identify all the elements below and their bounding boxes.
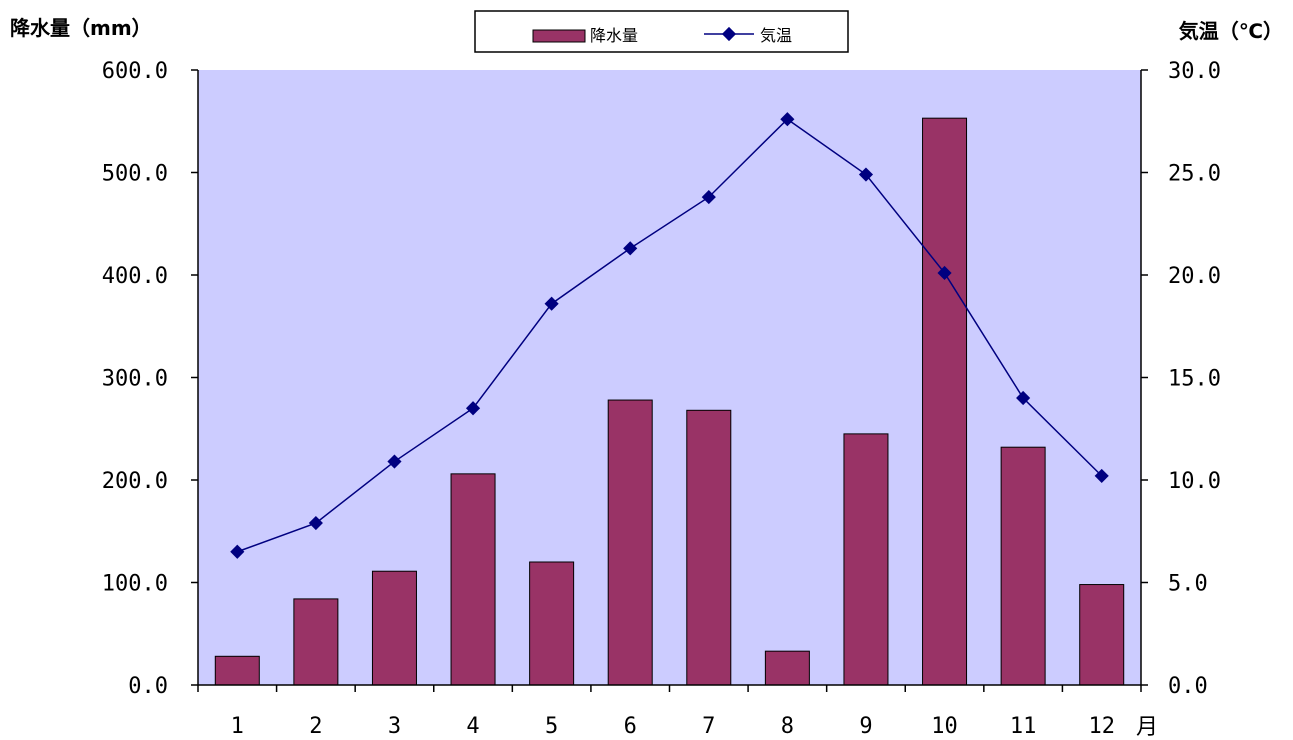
- bar-12: [1079, 584, 1125, 686]
- right-tick-label: 25.0: [1168, 162, 1221, 187]
- left-tick-label: 400.0: [102, 264, 168, 289]
- temp-point-2: [308, 515, 323, 531]
- legend-label-precip: 降水量: [590, 26, 638, 45]
- left-tick-label: 100.0: [102, 572, 168, 597]
- x-tick-label-12: 12: [1088, 714, 1115, 739]
- legend-label-temp: 気温: [760, 26, 792, 45]
- x-tick-label-2: 2: [309, 714, 322, 739]
- x-tick-label-3: 3: [388, 714, 401, 739]
- temp-point-12: [1094, 468, 1109, 483]
- temp-point-1: [230, 544, 245, 559]
- x-tick-label-5: 5: [545, 714, 558, 739]
- x-tick-label-8: 8: [781, 714, 794, 739]
- bar-4: [450, 473, 496, 686]
- temp-point-11: [1016, 390, 1031, 406]
- bar-7: [686, 409, 732, 686]
- temp-point-4: [465, 401, 481, 416]
- left-tick-label: 0.0: [128, 674, 168, 699]
- x-tick-label-1: 1: [231, 714, 244, 739]
- right-tick-label: 10.0: [1168, 469, 1221, 494]
- right-tick-label: 15.0: [1168, 367, 1221, 392]
- legend: 降水量 気温: [474, 10, 849, 53]
- right-axis-ticks: 0.0 5.0 10.0 15.0 20.0 25.0 30.0: [1141, 59, 1221, 699]
- left-tick-label: 500.0: [102, 162, 168, 187]
- bar-2: [293, 598, 339, 686]
- temperature-polyline: [237, 118, 1103, 553]
- x-tick-label-6: 6: [624, 714, 637, 739]
- right-tick-label: 5.0: [1168, 572, 1208, 597]
- bar-6: [607, 399, 653, 686]
- left-tick-label: 600.0: [102, 59, 168, 84]
- x-tick-label-4: 4: [466, 714, 479, 739]
- bar-9: [843, 433, 889, 686]
- bar-10: [922, 117, 968, 686]
- legend-frame: [474, 10, 849, 53]
- plot-area: [198, 70, 1141, 685]
- temp-point-3: [387, 454, 402, 469]
- temp-point-6: [623, 241, 638, 256]
- x-axis-ticks: 1 2 3 4 5 6 7 8 9 10 11 12: [197, 685, 1142, 739]
- bar-1: [214, 655, 260, 686]
- right-axis-title: 気温（℃）: [1179, 19, 1283, 43]
- right-tick-label: 20.0: [1168, 264, 1221, 289]
- legend-marker: [721, 26, 737, 42]
- temp-point-10: [937, 265, 952, 281]
- bar-5: [529, 561, 575, 686]
- precipitation-bars: [214, 117, 1125, 686]
- x-tick-label-9: 9: [859, 714, 872, 739]
- temp-point-5: [544, 296, 559, 311]
- x-axis-unit: 月: [1136, 715, 1158, 740]
- temp-point-8: [780, 112, 795, 127]
- temp-point-9: [858, 167, 874, 182]
- x-tick-label-11: 11: [1010, 714, 1037, 739]
- legend-swatch-bar: [532, 29, 586, 43]
- left-axis-ticks: 0.0 100.0 200.0 300.0 400.0 500.0 600.0: [102, 59, 198, 699]
- left-axis-title: 降水量（mm）: [10, 16, 152, 40]
- left-tick-label: 300.0: [102, 367, 168, 392]
- right-tick-label: 0.0: [1168, 674, 1208, 699]
- temp-point-7: [701, 190, 716, 205]
- x-tick-label-10: 10: [931, 714, 958, 739]
- bar-11: [1000, 446, 1046, 686]
- bar-8: [764, 650, 810, 686]
- right-tick-label: 30.0: [1168, 59, 1221, 84]
- left-tick-label: 200.0: [102, 469, 168, 494]
- x-tick-label-7: 7: [702, 714, 715, 739]
- temperature-line: [230, 112, 1109, 559]
- bar-3: [371, 570, 417, 686]
